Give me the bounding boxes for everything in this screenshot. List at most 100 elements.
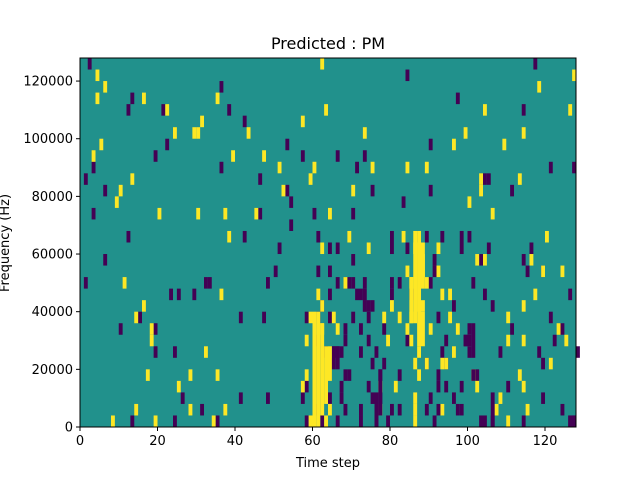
heatmap-cell-high xyxy=(467,196,472,208)
x-axis: 0 20 40 60 80 100 120 xyxy=(76,427,557,449)
heatmap-cell-low xyxy=(479,415,484,427)
heatmap-cell-low xyxy=(153,346,158,358)
heatmap-band-low xyxy=(436,403,441,416)
heatmap-cell-low xyxy=(498,346,503,358)
heatmap-cell-high xyxy=(424,357,429,370)
heatmap-cell-high xyxy=(479,184,484,197)
heatmap-cell-low xyxy=(242,115,247,128)
heatmap-cell-low xyxy=(304,380,309,393)
heatmap-cell-high xyxy=(475,254,480,266)
heatmap-cell-low xyxy=(266,277,270,289)
heatmap-cell-low xyxy=(153,323,158,335)
heatmap-cell-high xyxy=(405,161,410,174)
heatmap-cell-low xyxy=(91,161,96,174)
heatmap-cell-low xyxy=(390,277,394,289)
heatmap-cell-high xyxy=(204,346,208,358)
heatmap-cell-high xyxy=(494,403,499,416)
heatmap-band-low xyxy=(483,415,487,427)
heatmap-cell-low xyxy=(436,311,441,324)
x-tick-label: 0 xyxy=(76,434,84,449)
heatmap-cell-high xyxy=(417,346,422,358)
heatmap-cell-low xyxy=(103,184,108,197)
heatmap-cell-low xyxy=(452,392,456,404)
heatmap-cell-low xyxy=(304,415,309,427)
heatmap-cell-low xyxy=(541,357,546,370)
heatmap-cell-high xyxy=(405,323,410,335)
heatmap-cell-high xyxy=(351,184,356,197)
y-tick-label: 20000 xyxy=(32,363,73,378)
heatmap-cell-low xyxy=(576,346,580,358)
heatmap-band-high xyxy=(413,242,418,324)
heatmap-cell-low xyxy=(483,288,487,301)
heatmap-cell-low xyxy=(335,277,340,289)
heatmap-cell-low xyxy=(459,403,464,416)
chart-title: Predicted : PM xyxy=(271,34,385,53)
heatmap-cell-low xyxy=(258,173,263,185)
heatmap-cell-high xyxy=(227,230,232,243)
heatmap-cell-high xyxy=(99,138,104,151)
heatmap-cell-high xyxy=(211,415,216,427)
heatmap-cell-low xyxy=(192,288,197,301)
x-axis-label: Time step xyxy=(295,456,360,471)
heatmap-cell-low xyxy=(436,369,441,381)
heatmap-cell-low xyxy=(266,392,270,404)
heatmap-cell-low xyxy=(390,288,394,301)
heatmap-cell-low xyxy=(444,334,449,347)
heatmap-cell-high xyxy=(331,311,336,324)
heatmap-cell-high xyxy=(529,254,534,266)
heatmap-cell-low xyxy=(362,150,367,162)
heatmap-cell-high xyxy=(192,127,197,139)
heatmap-cell-high xyxy=(95,92,100,105)
x-tick-label: 100 xyxy=(455,434,480,449)
heatmap-cell-high xyxy=(347,230,352,243)
heatmap-band-low xyxy=(568,415,573,427)
heatmap-cell-low xyxy=(432,254,437,266)
heatmap-cell-low xyxy=(572,161,577,174)
heatmap-cell-high xyxy=(122,277,127,289)
heatmap-cell-low xyxy=(560,323,565,335)
y-tick-label: 0 xyxy=(65,421,73,436)
heatmap-cell-low xyxy=(537,346,542,358)
heatmap-cell-high xyxy=(103,81,108,93)
heatmap-cell-low xyxy=(428,392,433,404)
heatmap-cell-low xyxy=(351,311,356,324)
heatmap-cell-low xyxy=(312,207,317,220)
heatmap-cell-high xyxy=(262,150,267,162)
heatmap-cell-low xyxy=(405,69,410,82)
heatmap-cell-high xyxy=(545,230,549,243)
heatmap-cell-low xyxy=(343,403,348,416)
heatmap-cell-high xyxy=(223,403,228,416)
heatmap-cell-low xyxy=(91,207,96,220)
heatmap-cell-high xyxy=(483,104,487,116)
heatmap-cell-low xyxy=(173,346,177,358)
heatmap-cell-high xyxy=(428,323,433,335)
heatmap-cell-high xyxy=(409,334,414,347)
heatmap-cell-high xyxy=(149,334,154,347)
heatmap-cell-high xyxy=(215,92,220,105)
x-tick-label: 40 xyxy=(227,434,244,449)
heatmap-cell-low xyxy=(328,392,332,404)
heatmap-cell-high xyxy=(521,334,526,347)
heatmap-cell-high xyxy=(118,184,123,197)
heatmap-cell-high xyxy=(223,207,228,220)
heatmap-cell-high xyxy=(200,115,205,128)
x-tick-label: 60 xyxy=(304,434,321,449)
heatmap-cell-high xyxy=(114,196,119,208)
heatmap-cell-high xyxy=(324,104,329,116)
heatmap-cell-high xyxy=(444,357,449,370)
heatmap-cell-low xyxy=(529,242,534,255)
heatmap-cell-low xyxy=(475,369,480,381)
heatmap-cell-low xyxy=(366,311,371,324)
heatmap-cell-low xyxy=(204,277,208,289)
heatmap-cell-high xyxy=(320,300,325,312)
heatmap-cell-high xyxy=(188,403,193,416)
heatmap-cell-high xyxy=(502,138,507,151)
heatmap-cell-low xyxy=(436,380,441,393)
heatmap-band-low xyxy=(471,323,476,358)
heatmap-band-high xyxy=(421,254,425,278)
heatmap-cell-low xyxy=(444,380,449,393)
heatmap-cell-low xyxy=(428,277,433,289)
heatmap-cell-low xyxy=(262,311,267,324)
heatmap-cell-high xyxy=(498,392,503,404)
